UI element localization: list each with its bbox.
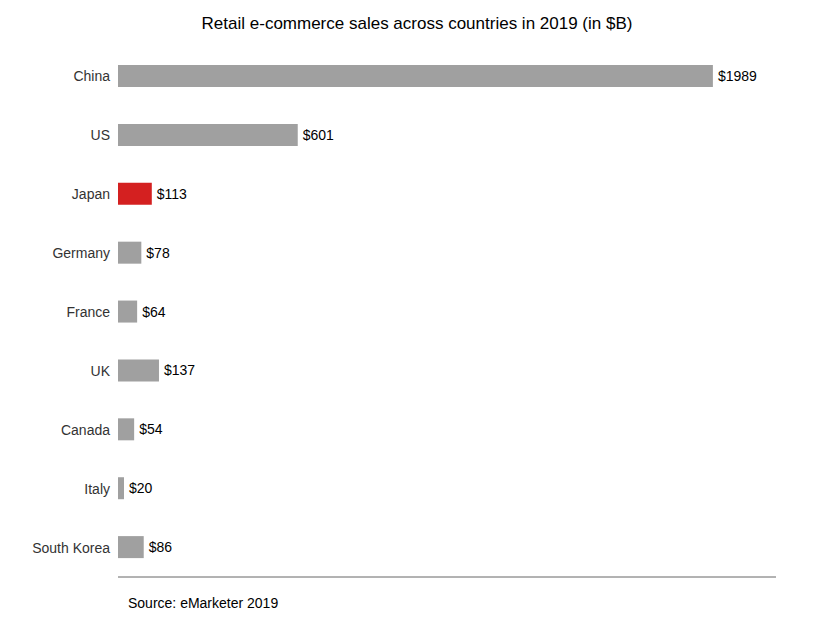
svg-text:$54: $54 (139, 421, 163, 437)
svg-text:$113: $113 (157, 186, 187, 202)
svg-text:Germany: Germany (52, 245, 110, 261)
svg-text:UK: UK (91, 363, 111, 379)
html-text:Source: eMarketer 2019: Source: eMarketer 2019 (128, 595, 279, 611)
svg-text:$1989: $1989 (718, 68, 757, 84)
svg-text:Japan: Japan (72, 186, 110, 202)
svg-text:US: US (91, 127, 110, 143)
svg-text:$20: $20 (129, 480, 153, 496)
html-text:Retail e-commerce sales across: Retail e-commerce sales across countries… (201, 14, 633, 33)
svg-text:$601: $601 (303, 127, 334, 143)
svg-text:$64: $64 (142, 304, 166, 320)
svg-text:$86: $86 (149, 539, 173, 555)
svg-text:South Korea: South Korea (32, 540, 110, 556)
svg-text:Italy: Italy (84, 481, 110, 497)
svg-text:Canada: Canada (61, 422, 110, 438)
svg-text:France: France (66, 304, 110, 320)
svg-text:China: China (73, 68, 110, 84)
svg-text:$137: $137 (164, 362, 195, 378)
svg-text:$78: $78 (146, 245, 170, 261)
